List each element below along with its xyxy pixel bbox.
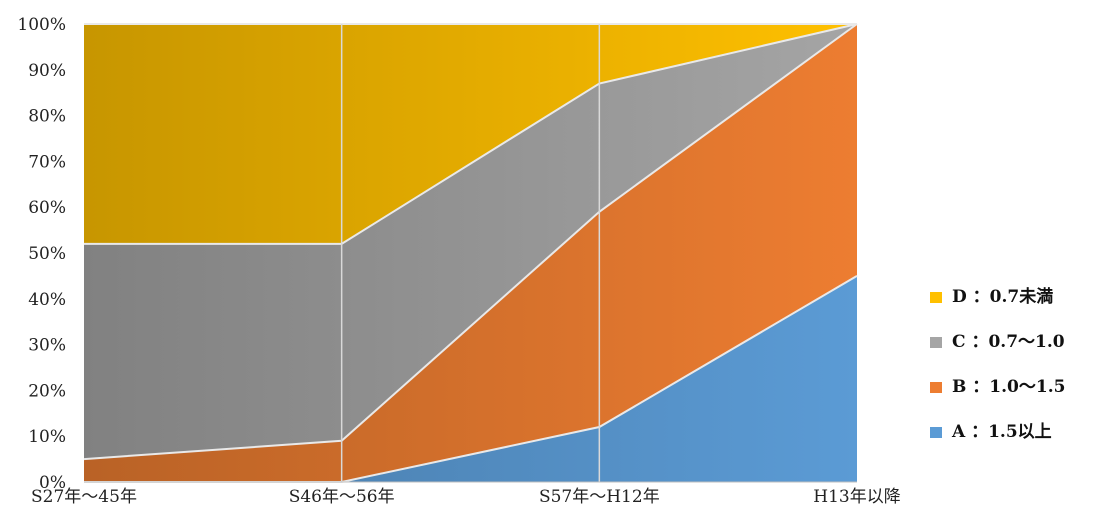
y-tick-label: 50% (28, 244, 66, 264)
series-boundary-line (83, 23, 858, 461)
y-tick-label: 40% (28, 290, 66, 310)
area-series-a (84, 275, 857, 482)
vertical-gridlines (340, 24, 601, 482)
legend-item-c: C ：0.7～1.0 (930, 332, 1065, 352)
legend-swatch (930, 292, 942, 303)
area-series-d (84, 24, 857, 244)
area-series-b (84, 24, 857, 482)
legend-label: A ：1.5以上 (951, 422, 1052, 442)
x-tick-label: S27年～45年 (31, 487, 137, 507)
y-tick-label: 100% (17, 15, 66, 35)
x-axis: S27年～45年 S46年～56年 S57年～H12年 H13年以降 (31, 481, 901, 507)
legend-item-d: D ：0.7未満 (930, 286, 1053, 307)
x-tick-label: S46年～56年 (289, 487, 395, 507)
y-tick-label: 30% (28, 336, 66, 356)
y-tick-label: 10% (28, 427, 66, 447)
y-tick-label: 60% (28, 198, 66, 218)
legend-swatch (930, 337, 942, 348)
legend: D ：0.7未満 C ：0.7～1.0 B ：1.0～1.5 A ：1.5以上 (930, 286, 1065, 442)
legend-swatch (930, 382, 942, 393)
plot-areas (83, 23, 858, 483)
x-tick-label: H13年以降 (813, 487, 900, 507)
series-boundary-line (84, 23, 858, 245)
y-tick-label: 20% (28, 381, 66, 401)
x-tick-label: S57年～H12年 (539, 487, 660, 507)
legend-item-b: B ：1.0～1.5 (930, 377, 1065, 397)
legend-swatch (930, 427, 942, 438)
y-axis: 0% 10% 20% 30% 40% 50% 60% 70% 80% 90% 100% (17, 15, 66, 493)
y-tick-label: 70% (28, 152, 66, 172)
legend-label: C ：0.7～1.0 (952, 332, 1065, 352)
y-tick-label: 80% (28, 107, 66, 127)
area-series-c (84, 24, 857, 460)
legend-label: D ：0.7未満 (952, 286, 1053, 307)
y-tick-label: 0% (39, 473, 66, 493)
y-tick-label: 90% (28, 61, 66, 81)
legend-item-a: A ：1.5以上 (930, 422, 1052, 442)
legend-label: B ：1.0～1.5 (952, 377, 1065, 397)
